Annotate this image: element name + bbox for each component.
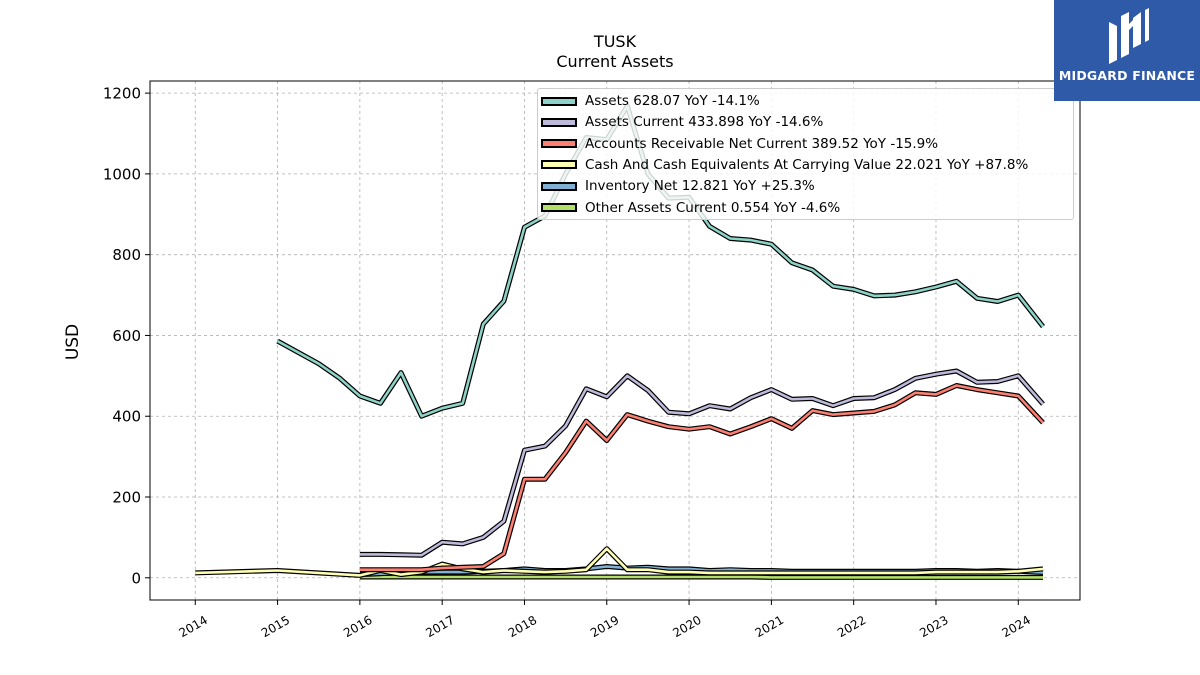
legend-swatch <box>541 96 577 106</box>
series-line <box>359 384 1044 572</box>
x-tick-label: 2019 <box>588 613 621 640</box>
legend-swatch <box>541 160 577 170</box>
chart-subtitle: Current Assets <box>556 52 674 71</box>
x-tick-label: 2014 <box>177 613 210 640</box>
x-tick-label: 2020 <box>670 613 703 640</box>
legend-swatch <box>541 117 577 127</box>
legend-swatch <box>541 181 577 191</box>
y-axis-label: USD <box>63 324 83 360</box>
legend-item: Accounts Receivable Net Current 389.52 Y… <box>541 134 938 154</box>
y-tick-label: 200 <box>112 489 141 507</box>
plot-frame <box>149 80 1081 601</box>
legend-item: Cash And Cash Equivalents At Carrying Va… <box>541 155 1028 175</box>
y-tick-label: 600 <box>112 327 141 345</box>
x-tick-label: 2015 <box>259 613 292 640</box>
series-line <box>195 547 1044 577</box>
x-axis: 2014 2015 2016 2017 2018 2019 2020 2021 2022 2023… <box>177 600 1033 640</box>
y-tick-label: 1000 <box>103 165 141 183</box>
series-cash-and-cash-equivalents-at-carrying-value <box>195 546 1044 578</box>
legend-swatch <box>541 139 577 149</box>
midgard-logo-icon <box>1109 8 1149 64</box>
legend-item: Other Assets Current 0.554 YoY -4.6% <box>541 198 840 218</box>
legend: Assets 628.07 YoY -14.1% Assets Current 4… <box>537 88 1074 220</box>
chart-title: TUSK <box>593 32 637 51</box>
y-tick-label: 400 <box>112 408 141 426</box>
series-accounts-receivable-net-current <box>359 383 1045 573</box>
x-tick-label: 2021 <box>753 613 786 640</box>
legend-label: Assets 628.07 YoY -14.1% <box>585 93 760 109</box>
legend-item: Assets Current 433.898 YoY -14.6% <box>541 112 823 132</box>
legend-label: Inventory Net 12.821 YoY +25.3% <box>585 178 815 195</box>
x-tick-label: 2018 <box>506 613 539 640</box>
legend-swatch <box>541 203 577 212</box>
x-tick-label: 2022 <box>835 613 868 640</box>
legend-label: Accounts Receivable Net Current 389.52 Y… <box>585 135 939 152</box>
legend-item: Inventory Net 12.821 YoY +25.3% <box>541 176 815 196</box>
x-tick-label: 2023 <box>917 613 950 640</box>
legend-label: Assets Current 433.898 YoY -14.6% <box>585 114 824 131</box>
x-tick-label: 2017 <box>423 613 456 640</box>
x-tick-label: 2024 <box>1000 613 1033 640</box>
y-tick-label: 1200 <box>103 85 141 103</box>
legend-item: Assets 628.07 YoY -14.1% <box>541 91 760 111</box>
legend-label: Other Assets Current 0.554 YoY -4.6% <box>585 199 841 216</box>
series-assets-current <box>359 368 1045 558</box>
brand-logo: MIDGARD FINANCE <box>1054 0 1200 101</box>
y-tick-label: 0 <box>131 569 141 587</box>
series-line <box>359 369 1044 557</box>
y-tick-label: 800 <box>112 246 141 264</box>
legend-label: Cash And Cash Equivalents At Carrying Va… <box>585 156 1029 173</box>
y-axis: 0 200 400 600 800 1000 1200 <box>103 85 150 587</box>
brand-name: MIDGARD FINANCE <box>1058 68 1196 83</box>
x-tick-label: 2016 <box>341 613 374 640</box>
